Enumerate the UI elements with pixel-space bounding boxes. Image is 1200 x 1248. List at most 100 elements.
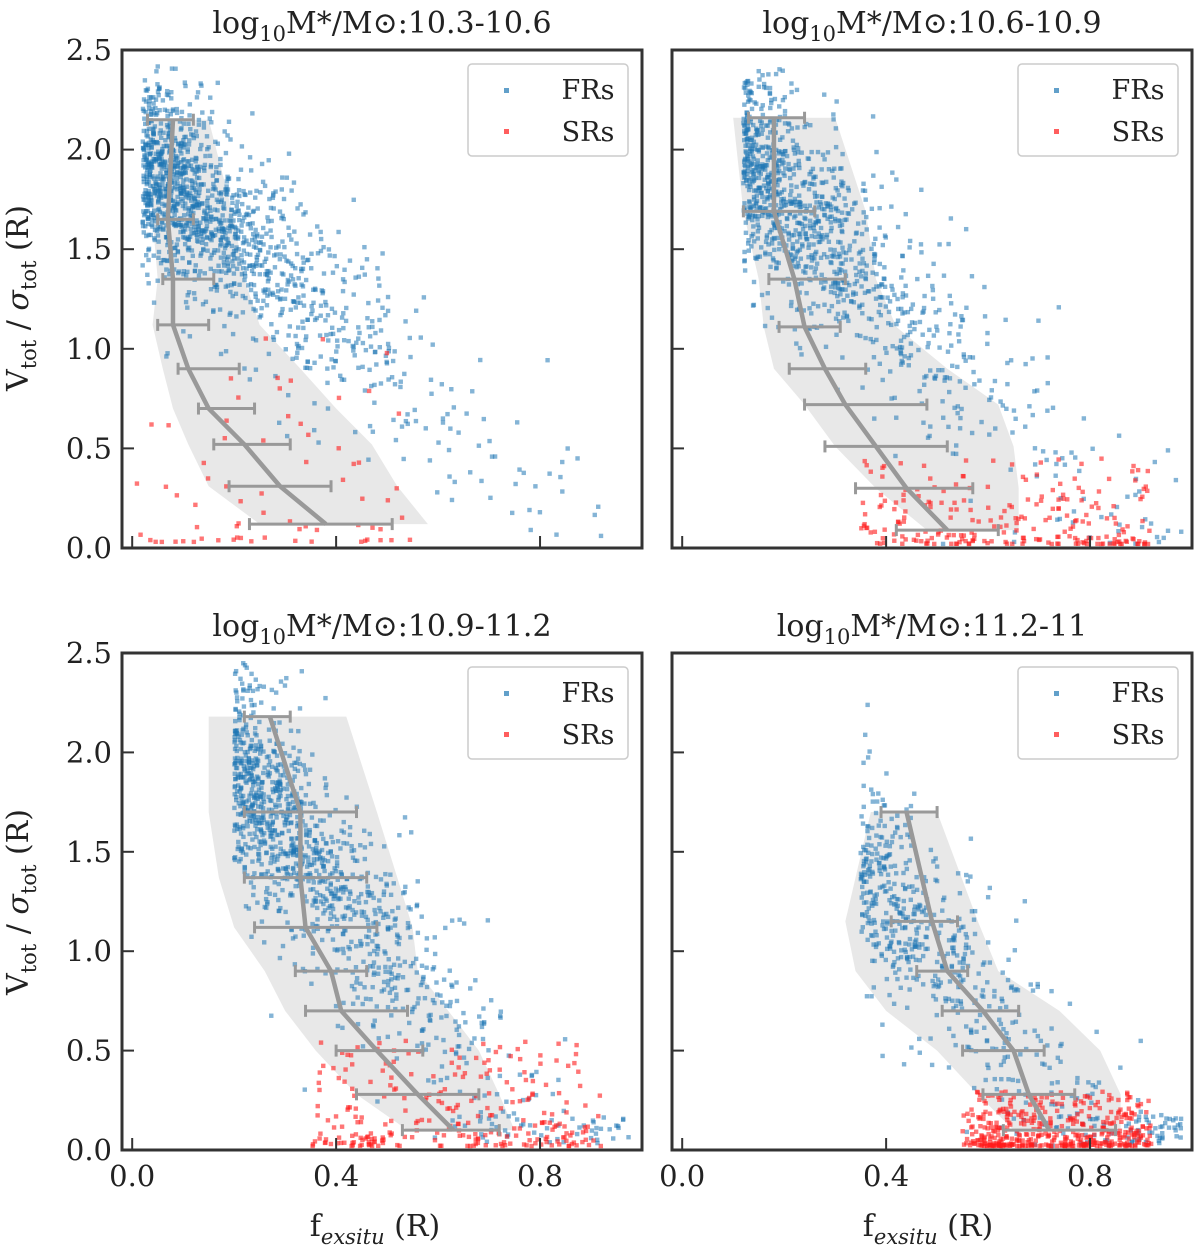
fr-point (907, 858, 912, 863)
fr-point (180, 158, 186, 163)
fr-point (309, 311, 314, 317)
fr-point (754, 200, 759, 206)
fr-point (388, 872, 393, 877)
fr-point (282, 244, 287, 250)
fr-point (769, 237, 775, 242)
fr-point (360, 364, 365, 370)
fr-point (954, 443, 959, 448)
fr-point (185, 246, 191, 251)
fr-point (452, 479, 457, 485)
fr-point (768, 130, 773, 135)
fr-point (270, 779, 275, 785)
fr-point (213, 170, 219, 175)
fr-point (911, 889, 916, 894)
sr-point (1147, 528, 1152, 533)
fr-point (252, 831, 257, 836)
fr-point (303, 334, 309, 339)
fr-point (375, 971, 381, 976)
sr-point (353, 1114, 358, 1119)
sr-point (358, 1135, 363, 1141)
fr-point (926, 340, 931, 346)
fr-point (267, 759, 273, 764)
fr-point (595, 1140, 600, 1146)
fr-point (234, 797, 239, 803)
fr-point (368, 997, 373, 1002)
sr-point (460, 1074, 466, 1080)
sr-point (1086, 521, 1092, 526)
sr-point (238, 535, 244, 541)
fr-point (871, 942, 876, 947)
fr-point (246, 242, 252, 247)
fr-point (873, 236, 878, 242)
fr-point (878, 871, 884, 877)
fr-point (875, 851, 880, 856)
fr-point (904, 807, 909, 812)
fr-point (796, 158, 801, 164)
sr-point (1145, 468, 1151, 474)
fr-point (456, 430, 461, 435)
fr-point (314, 845, 319, 851)
fr-point (984, 1038, 990, 1044)
fr-point (270, 195, 276, 201)
fr-point (148, 163, 154, 169)
fr-point (276, 420, 282, 426)
fr-point (286, 225, 291, 230)
fr-point (861, 181, 866, 186)
fr-point (795, 260, 801, 266)
fr-point (769, 100, 774, 106)
fr-point (213, 139, 218, 145)
fr-point (288, 261, 294, 266)
fr-point (1013, 1019, 1019, 1024)
fr-point (871, 241, 877, 247)
fr-point (365, 316, 370, 321)
fr-point (237, 282, 242, 287)
fr-point (267, 891, 272, 897)
fr-point (161, 162, 167, 168)
fr-point (793, 228, 798, 233)
sr-point (1068, 526, 1073, 531)
fr-point (315, 224, 320, 229)
fr-point (261, 813, 266, 818)
sr-point (925, 541, 930, 546)
fr-point (255, 687, 260, 692)
fr-point (232, 828, 237, 833)
fr-point (388, 925, 393, 930)
fr-point (989, 388, 994, 393)
fr-point (292, 870, 297, 876)
fr-point (183, 83, 188, 89)
fr-point (514, 420, 520, 425)
fr-point (521, 1122, 526, 1127)
fr-point (745, 136, 751, 141)
fr-point (367, 951, 373, 957)
fr-point (277, 955, 283, 961)
fr-point (464, 1060, 469, 1066)
fr-point (1152, 459, 1158, 465)
sr-point (959, 536, 965, 542)
fr-point (237, 737, 243, 743)
sr-point (449, 1060, 454, 1065)
fr-point (262, 183, 268, 189)
fr-point (800, 242, 805, 247)
fr-point (766, 195, 772, 200)
fr-point (828, 247, 833, 252)
fr-point (205, 198, 210, 204)
sr-point (523, 1077, 529, 1083)
fr-point (786, 232, 791, 237)
fr-point (1013, 416, 1018, 421)
fr-point (777, 176, 782, 182)
fr-point (248, 299, 253, 305)
fr-point (903, 822, 908, 828)
fr-point (293, 305, 299, 310)
fr-point (920, 982, 926, 987)
fr-point (842, 269, 848, 274)
fr-point (284, 786, 290, 792)
fr-point (479, 1132, 484, 1137)
sr-point (1096, 535, 1101, 541)
fr-point (903, 941, 908, 946)
fr-point (782, 121, 788, 126)
fr-point (251, 892, 256, 898)
fr-point (860, 311, 865, 316)
fr-point (277, 780, 283, 785)
sr-point (1054, 1132, 1059, 1138)
fr-point (808, 225, 813, 231)
